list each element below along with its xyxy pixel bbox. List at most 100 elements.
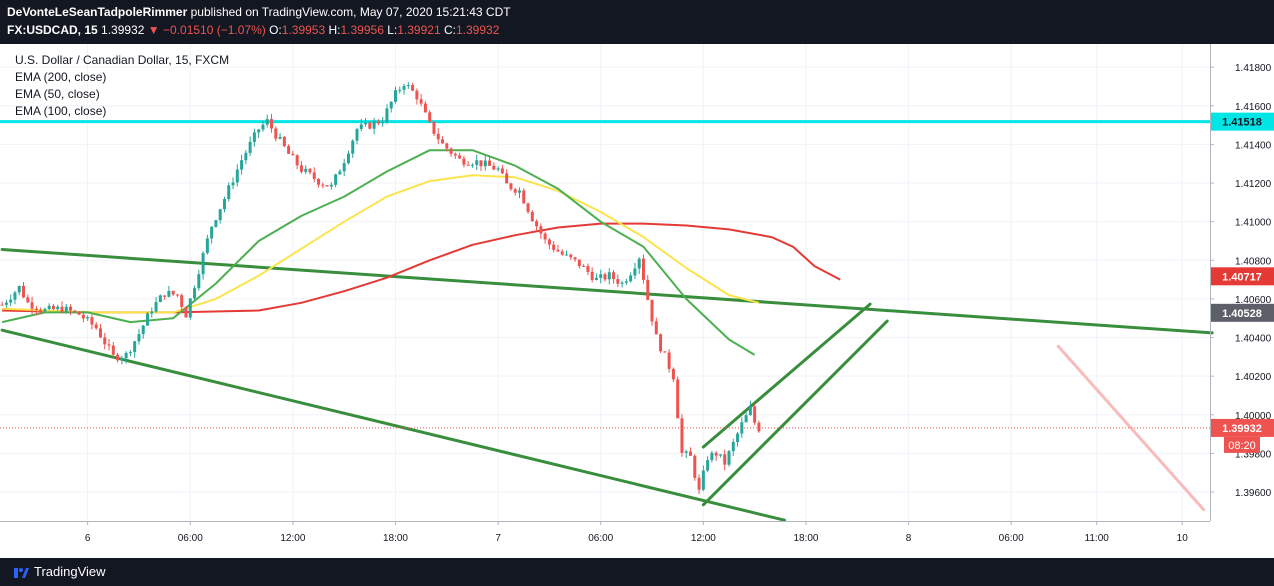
- candle-body: [312, 172, 316, 179]
- price-tag-label: 1.39932: [1222, 423, 1262, 435]
- candle-body: [381, 122, 385, 124]
- candle-body: [462, 158, 466, 165]
- high-label: H:: [328, 23, 341, 37]
- candle-body: [73, 310, 77, 312]
- x-tick-label: 06:00: [999, 533, 1024, 544]
- candle-body: [522, 190, 526, 204]
- candle-body: [406, 85, 410, 87]
- candle-body: [552, 244, 556, 250]
- legend-ema50: EMA (50, close): [15, 87, 100, 101]
- candle-body: [124, 352, 128, 359]
- candle-body: [436, 133, 440, 140]
- price-change: −0.01510 (−1.07%): [163, 23, 266, 37]
- y-tick-label: 1.39600: [1235, 488, 1272, 499]
- candle-body: [624, 281, 628, 283]
- candle-body: [334, 174, 338, 185]
- candle-body: [180, 295, 184, 308]
- candle-body: [69, 306, 73, 311]
- candle-body: [120, 358, 124, 361]
- candle-body: [26, 297, 30, 303]
- candle-body: [547, 239, 551, 245]
- candle-body: [706, 460, 710, 471]
- candle-body: [693, 455, 697, 478]
- x-tick-label: 18:00: [793, 533, 818, 544]
- ema200-line: [2, 222, 841, 314]
- candle-body: [376, 121, 380, 124]
- candle-body: [667, 352, 671, 369]
- chart-area[interactable]: U.S. Dollar / Canadian Dollar, 15, FXCM …: [0, 44, 1274, 558]
- author-name[interactable]: DeVonteLeSeanTadpoleRimmer: [7, 5, 188, 19]
- trendline: [0, 328, 787, 522]
- candle-body: [278, 136, 282, 139]
- candle-body: [594, 277, 598, 280]
- candle-body: [270, 119, 273, 129]
- candle-body: [81, 314, 85, 319]
- candle-body: [731, 441, 735, 452]
- candle-body: [231, 182, 235, 186]
- candle-body: [56, 306, 60, 310]
- candle-body: [111, 345, 115, 355]
- price-chart[interactable]: U.S. Dollar / Canadian Dollar, 15, FXCM …: [0, 44, 1274, 558]
- close-label: C:: [443, 23, 456, 37]
- candle-body: [577, 259, 581, 267]
- candle-body: [13, 292, 17, 300]
- candle-body: [214, 220, 218, 227]
- x-tick-label: 12:00: [691, 533, 716, 544]
- header-bar: DeVonteLeSeanTadpoleRimmer published on …: [0, 0, 1274, 44]
- price-tag-label: 1.40717: [1222, 271, 1262, 283]
- candle-body: [0, 304, 4, 306]
- candle-body: [282, 136, 286, 147]
- candle-body: [714, 452, 718, 456]
- candle-body: [530, 211, 534, 222]
- candle-body: [616, 279, 620, 284]
- tradingview-brand[interactable]: TradingView: [34, 564, 106, 579]
- candle-body: [641, 258, 645, 280]
- candle-body: [573, 257, 577, 260]
- candle-body: [603, 274, 607, 280]
- candle-body: [299, 165, 303, 172]
- trendline: [1056, 344, 1206, 512]
- candle-body: [505, 173, 509, 184]
- y-tick-label: 1.41000: [1235, 218, 1272, 229]
- candle-body: [475, 160, 479, 165]
- candle-body: [308, 168, 312, 173]
- candle-body: [526, 203, 530, 212]
- candle-body: [633, 268, 637, 276]
- candle-body: [689, 451, 693, 456]
- candle-body: [723, 454, 727, 465]
- price-tag-last: [1211, 418, 1274, 437]
- candle-body: [257, 129, 261, 133]
- candle-body: [479, 160, 483, 167]
- candle-body: [398, 89, 402, 91]
- candle-body: [244, 152, 248, 161]
- candle-body: [402, 85, 406, 90]
- candle-body: [235, 169, 239, 183]
- x-tick-label: 10: [1177, 533, 1189, 544]
- candle-body: [449, 148, 453, 154]
- low-label: L:: [387, 23, 398, 37]
- high-value: 1.39956: [340, 23, 384, 37]
- candle-body: [637, 258, 641, 269]
- candle-body: [676, 379, 680, 419]
- candle-body: [411, 85, 415, 91]
- candle-body: [368, 122, 372, 129]
- x-tick-label: 11:00: [1085, 533, 1110, 544]
- candle-body: [60, 306, 64, 313]
- open-label: O:: [269, 23, 282, 37]
- candle-body: [393, 90, 397, 102]
- candle-body: [193, 288, 197, 299]
- candle-body: [103, 337, 107, 345]
- candle-body: [607, 272, 611, 280]
- legend-ema100: EMA (100, close): [15, 104, 106, 118]
- candle-body: [351, 140, 355, 154]
- candle-body: [483, 160, 487, 167]
- tradingview-logo-icon[interactable]: [8, 563, 30, 581]
- price-tag-hline: [1211, 112, 1274, 131]
- down-arrow-icon: ▼: [147, 23, 160, 37]
- x-tick-label: 06:00: [178, 533, 203, 544]
- y-tick-label: 1.39800: [1235, 449, 1272, 460]
- candle-body: [94, 324, 98, 329]
- candle-body: [582, 266, 586, 268]
- publish-line: DeVonteLeSeanTadpoleRimmer published on …: [7, 5, 511, 19]
- legend-ema200: EMA (200, close): [15, 70, 106, 84]
